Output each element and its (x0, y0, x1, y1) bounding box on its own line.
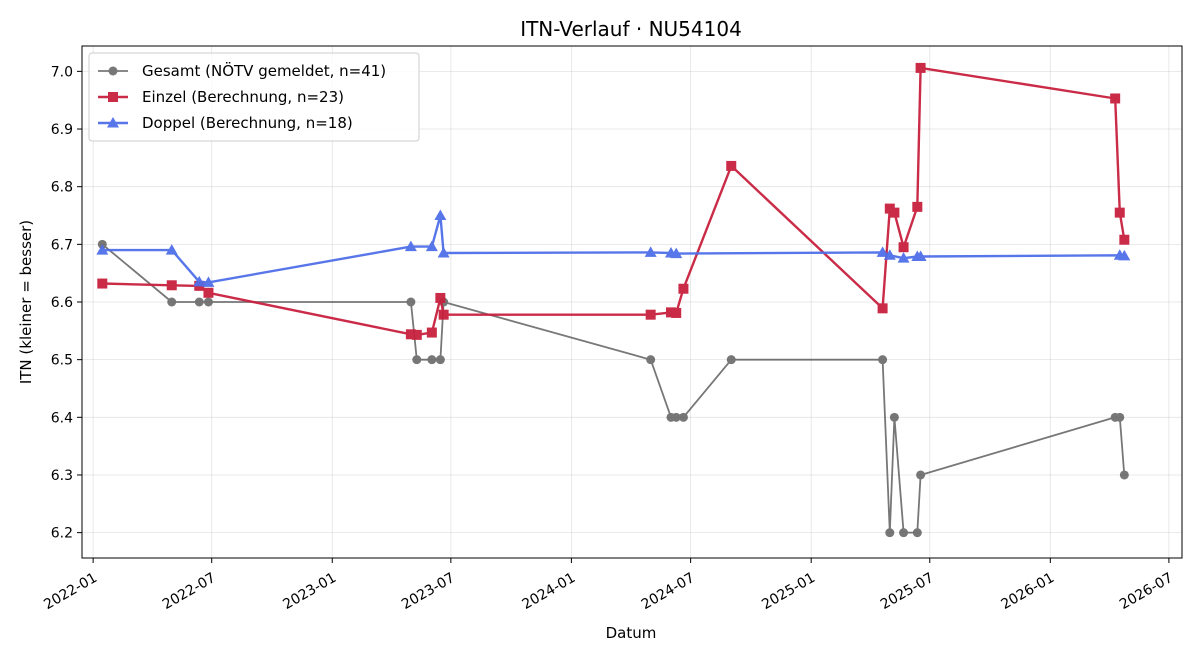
data-point (914, 250, 927, 261)
data-point (678, 412, 688, 422)
series-circle (97, 239, 1129, 538)
data-point (165, 244, 178, 255)
data-point (912, 201, 923, 212)
data-point (434, 209, 447, 221)
series-layer (96, 62, 1131, 538)
y-tick-label: 6.2 (51, 526, 73, 542)
data-point (411, 329, 422, 340)
y-tick-label: 6.9 (51, 122, 73, 138)
y-tick-label: 6.4 (51, 410, 73, 426)
legend-entry (98, 117, 128, 128)
data-point (665, 307, 676, 318)
data-point (166, 280, 177, 291)
data-point (889, 207, 900, 218)
data-point (726, 355, 736, 365)
y-axis-label: ITN (kleiner = besser) (17, 220, 35, 384)
y-tick-label: 6.5 (51, 353, 73, 369)
x-axis-label: Datum (606, 624, 657, 642)
data-point (726, 160, 737, 171)
data-point (1119, 234, 1130, 245)
legend-label: Einzel (Berechnung, n=23) (142, 88, 344, 106)
y-axis: 6.2 6.3 6.4 6.5 6.6 6.7 6.8 6.9 7.0 (51, 64, 82, 542)
legend-marker (108, 92, 118, 102)
data-point (437, 246, 450, 258)
data-point (646, 355, 656, 365)
legend: Gesamt (NÖTV gemeldet, n=41) Einzel (Bere… (88, 52, 420, 142)
data-point (915, 62, 926, 73)
data-point (96, 244, 109, 255)
data-point (97, 278, 108, 289)
series-triangle (96, 209, 1131, 287)
y-tick-label: 6.3 (51, 468, 73, 484)
data-point (404, 240, 417, 252)
data-point (885, 528, 895, 538)
data-point (435, 355, 445, 365)
data-point (425, 240, 438, 252)
data-point (670, 247, 683, 259)
legend-marker (108, 66, 118, 76)
legend-label: Gesamt (NÖTV gemeldet, n=41) (142, 61, 386, 80)
data-point (426, 327, 437, 338)
data-point (1110, 93, 1121, 104)
data-point (883, 249, 896, 260)
data-point (671, 412, 681, 422)
y-tick-label: 6.7 (51, 237, 73, 253)
data-point (427, 355, 437, 365)
data-point (203, 287, 214, 298)
data-point (412, 355, 422, 365)
data-point (203, 297, 213, 307)
data-point (645, 309, 656, 320)
legend-entry (98, 92, 128, 102)
data-point (167, 297, 177, 307)
data-point (438, 309, 449, 320)
data-point (1119, 470, 1129, 480)
data-point (435, 292, 446, 303)
y-tick-label: 6.6 (51, 295, 73, 311)
legend-marker (107, 117, 119, 128)
legend-entry (98, 66, 128, 76)
data-point (916, 470, 926, 480)
data-point (1114, 207, 1125, 218)
chart-title: ITN-Verlauf · NU54104 (520, 17, 742, 41)
data-point (898, 242, 909, 253)
data-point (897, 252, 910, 263)
data-point (678, 283, 689, 294)
data-point (193, 275, 206, 287)
data-point (878, 355, 888, 365)
data-point (644, 246, 657, 257)
legend-label: Doppel (Berechnung, n=18) (142, 114, 353, 132)
legend-box (88, 52, 420, 142)
data-point (194, 297, 204, 307)
data-point (889, 412, 899, 422)
data-point (202, 276, 215, 287)
data-point (899, 528, 909, 538)
y-tick-label: 6.8 (51, 180, 73, 196)
data-point (876, 246, 889, 257)
data-point (405, 329, 416, 340)
y-tick-label: 7.0 (51, 64, 73, 80)
data-point (1118, 249, 1131, 261)
data-point (1115, 412, 1125, 422)
data-point (406, 297, 416, 307)
data-point (877, 303, 888, 314)
data-point (671, 307, 682, 318)
data-point (912, 528, 922, 538)
